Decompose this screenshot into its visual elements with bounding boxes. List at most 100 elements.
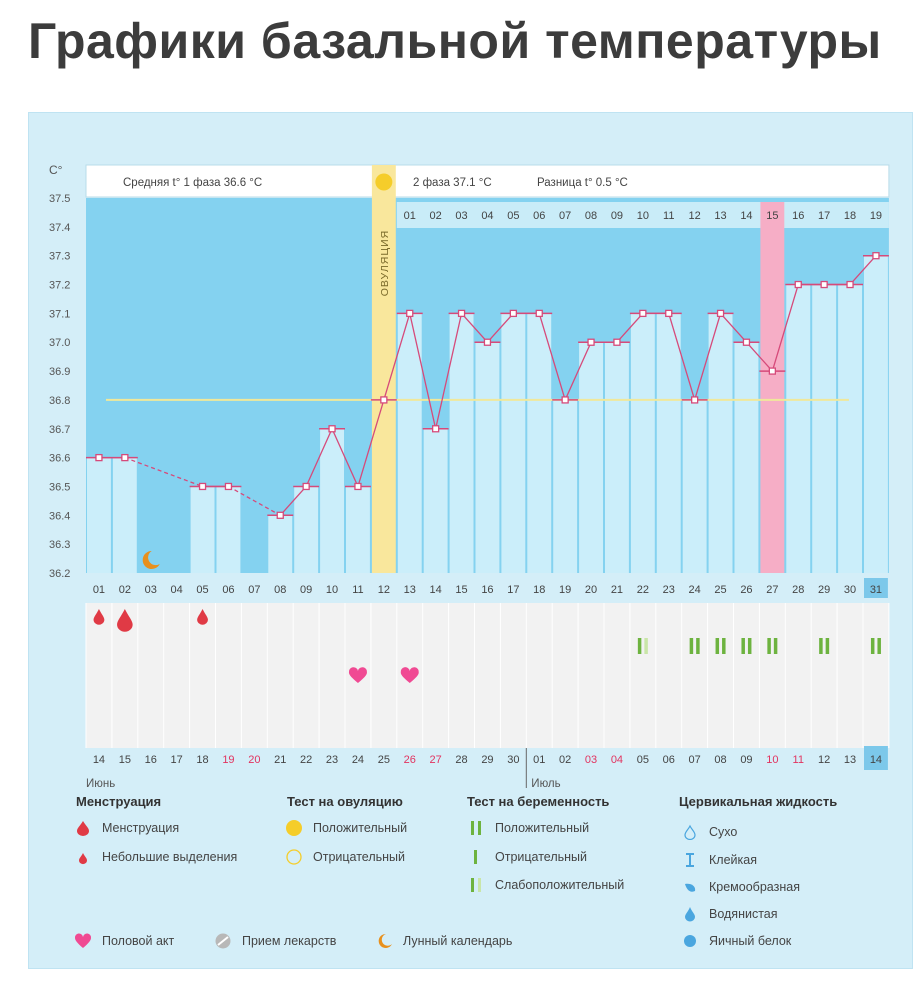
- phase2-day-label: 19: [870, 210, 882, 222]
- creamy-icon: [681, 879, 699, 895]
- heart-icon: [400, 667, 419, 683]
- calendar-date-label: 07: [689, 754, 701, 766]
- pregnancy-test-bar: [696, 638, 700, 654]
- legend-cervical-sticky: Клейкая: [681, 852, 757, 868]
- temperature-bar: [630, 313, 655, 573]
- calendar-date-label: 02: [559, 754, 571, 766]
- phase2-day-label: 05: [507, 210, 519, 222]
- temperature-segment: [668, 313, 696, 401]
- temperature-point: [431, 425, 440, 433]
- phase2-day-label: 11: [663, 210, 674, 222]
- temperature-bar: [320, 428, 344, 573]
- calendar-date-label: 14: [93, 754, 105, 766]
- legend-menstruation-label: Менструация: [102, 821, 180, 835]
- drop-filled-icon: [681, 906, 699, 922]
- calendar-date-label: 04: [611, 754, 623, 766]
- pregnancy-test-bar: [870, 638, 875, 654]
- calendar-date-label: 21: [274, 754, 286, 766]
- temperature-bar: [423, 428, 448, 573]
- current-day-cell: [864, 578, 888, 598]
- temperature-point: [716, 309, 725, 318]
- phase2-day-label: 04: [481, 210, 493, 222]
- temperature-point: [742, 338, 751, 346]
- temperature-bar: [553, 399, 578, 573]
- legend-medication-label: Прием лекарств: [242, 934, 337, 948]
- y-tick-label: 37.1: [49, 308, 70, 320]
- today-date-cell: [864, 746, 888, 770]
- x-tick-label: 08: [274, 584, 286, 596]
- yellow-circle-icon: [285, 820, 303, 836]
- moon-icon: [142, 550, 160, 569]
- legend-pregnancy-weak: Слабоположительный: [467, 877, 624, 893]
- diff-label: Разница t° 0.5 °C: [537, 177, 628, 189]
- y-tick-label: 36.4: [49, 510, 70, 522]
- temperature-bar: [112, 457, 137, 573]
- y-tick-label: 37.4: [49, 222, 70, 234]
- legend-menstruation: Менструация: [74, 820, 179, 836]
- legend: Менструация Менструация Небольшие выделе…: [29, 113, 912, 968]
- x-tick-label: 30: [844, 584, 856, 596]
- y-tick-label: 37.5: [49, 193, 70, 205]
- calendar-date-label: 10: [766, 754, 778, 766]
- x-tick-label: 26: [740, 584, 752, 596]
- phase2-day-label: 06: [533, 210, 545, 222]
- temperature-segment: [771, 284, 799, 372]
- legend-medication: Прием лекарств: [214, 933, 336, 949]
- temperature-point: [665, 309, 673, 318]
- x-tick-label: 17: [507, 584, 519, 596]
- temperature-segment: [409, 313, 437, 429]
- phase2-day-label: 18: [844, 210, 856, 222]
- x-tick-label: 25: [714, 584, 726, 596]
- temperature-point: [639, 309, 647, 318]
- symptoms-grid: [86, 603, 889, 748]
- calendar-date-label: 23: [326, 754, 338, 766]
- x-tick-label: 31: [870, 584, 882, 596]
- legend-menstruation-title: Менструация: [76, 794, 162, 809]
- calendar-date-label: 19: [222, 754, 234, 766]
- calendar-date-label: 03: [585, 754, 597, 766]
- calendar-date-label: 12: [818, 754, 830, 766]
- y-tick-label: 36.2: [49, 568, 70, 580]
- phase2-day-label: 02: [430, 210, 442, 222]
- temperature-segment: [564, 341, 592, 401]
- calendar-date-label: 08: [714, 754, 726, 766]
- ovulation-test-icon: [375, 173, 393, 191]
- x-tick-label: 10: [326, 584, 338, 596]
- calendar-date-label: 24: [352, 754, 364, 766]
- temperature-segment: [745, 341, 773, 372]
- menstruation-drop-icon: [117, 609, 133, 632]
- x-tick-label: 11: [352, 584, 363, 596]
- x-tick-label: 18: [533, 584, 545, 596]
- x-tick-label: 21: [611, 584, 623, 596]
- calendar-date-label: 26: [404, 754, 416, 766]
- temperature-point: [121, 453, 129, 462]
- temperature-bar: [397, 313, 422, 573]
- x-tick-label: 02: [119, 584, 131, 596]
- phase2-day-label: 01: [404, 210, 416, 222]
- calendar-date-label: 17: [171, 754, 183, 766]
- temperature-bar: [87, 457, 111, 573]
- temperature-segment: [357, 399, 385, 487]
- month-june-label: Июнь: [86, 778, 115, 790]
- x-tick-label: 14: [430, 584, 442, 596]
- temperature-bar: [656, 313, 681, 573]
- legend-cervical-sticky-label: Клейкая: [709, 853, 757, 867]
- legend-moon-label: Лунный календарь: [403, 934, 513, 948]
- temperature-segment: [538, 313, 566, 401]
- y-tick-label: 36.9: [49, 366, 70, 378]
- temperature-bar: [864, 255, 888, 573]
- phase2-day-highlight: [760, 202, 785, 228]
- y-tick-label: 36.3: [49, 539, 70, 551]
- temperature-bar: [294, 486, 319, 573]
- drop-small-icon: [74, 849, 92, 865]
- x-tick-label: 13: [404, 584, 416, 596]
- phase2-day-label: 15: [766, 210, 778, 222]
- x-tick-label: 19: [559, 584, 571, 596]
- heart-icon: [74, 933, 92, 949]
- temperature-bar: [268, 515, 293, 573]
- phase2-day-label: 08: [585, 210, 597, 222]
- x-tick-label: 04: [171, 584, 183, 596]
- temperature-bar: [708, 313, 733, 573]
- temperature-point: [328, 425, 336, 433]
- temperature-point: [794, 280, 802, 289]
